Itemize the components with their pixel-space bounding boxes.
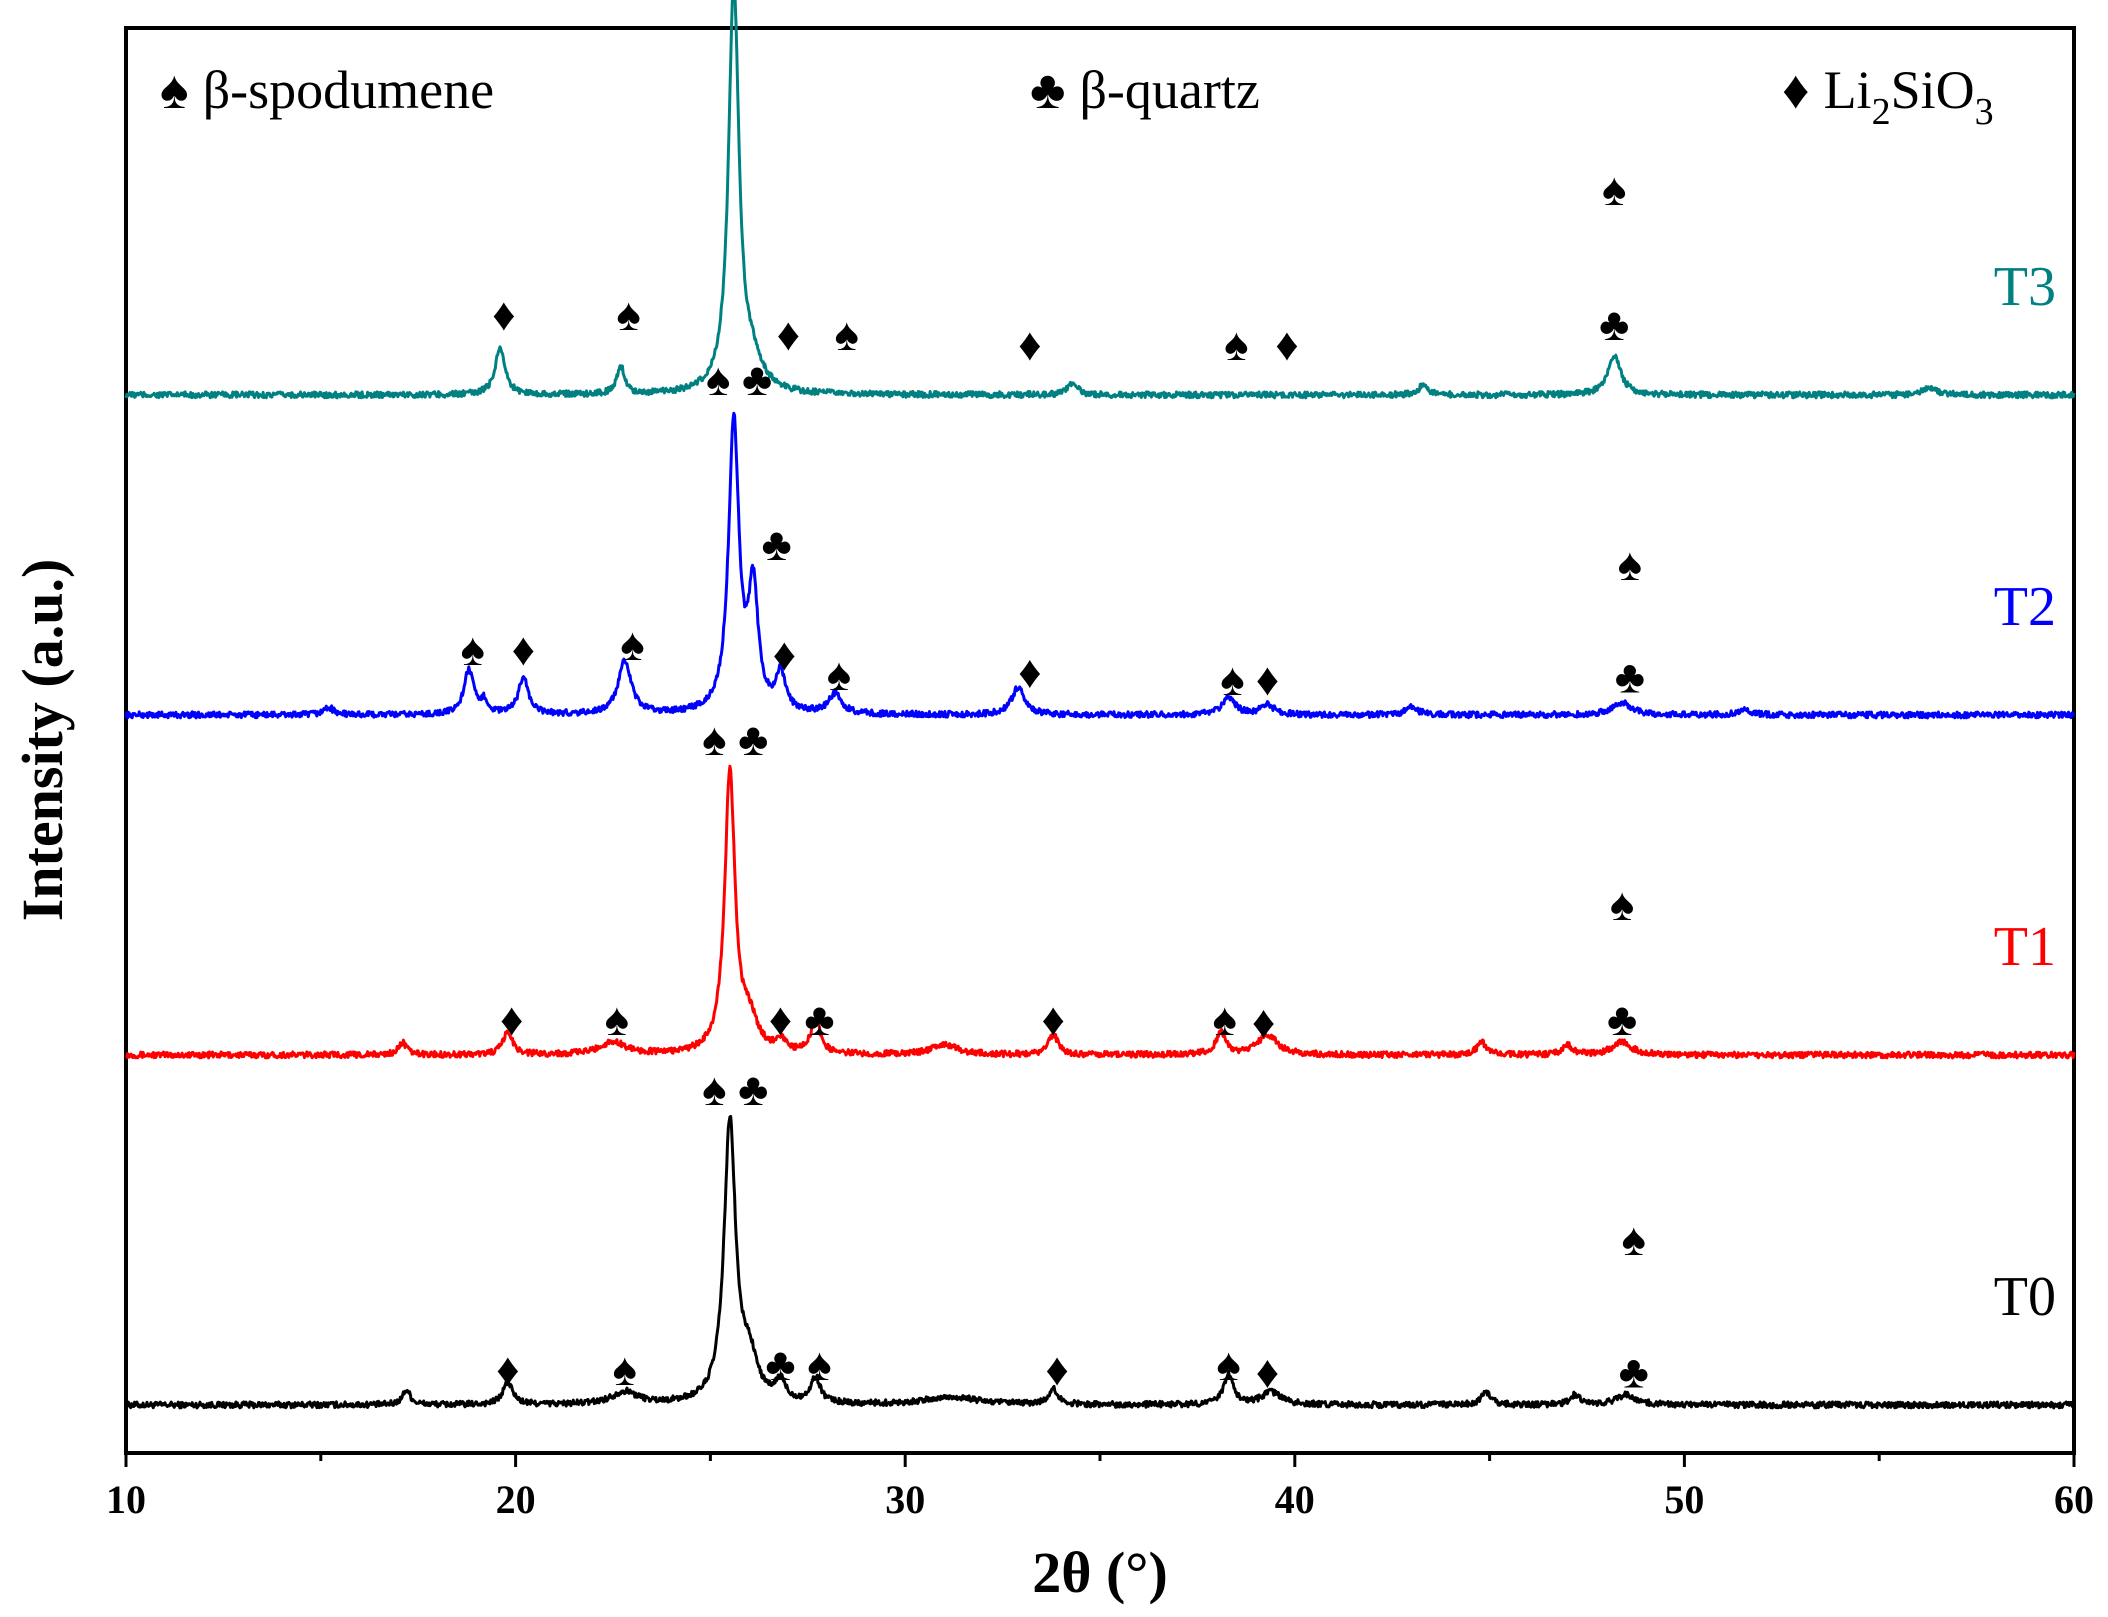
legend-quartz: ♣ β-quartz [1030,60,1260,120]
peak-marker: ♠ [605,994,629,1045]
x-ticks: 10 20 30 40 50 60 [106,1453,2094,1522]
peak-marker: ♠ [1224,319,1248,370]
peak-marker: ♣ [765,1339,795,1390]
series-line-t2 [124,411,2076,720]
peak-marker: ♦ [1252,997,1275,1048]
peak-marker: ♣ [738,714,768,765]
peak-marker: ♦ [512,624,535,675]
peak-marker: ♠ [1216,1339,1240,1390]
x-tick-label: 60 [2054,1477,2094,1522]
peak-marker: ♠ [835,309,859,360]
peak-marker: ♠ [1622,1214,1646,1265]
peak-marker: ♦ [496,1344,519,1395]
series-label-t2: T2 [1994,576,2056,638]
peak-marker: ♠ [1618,539,1642,590]
peak-marker: ♦ [777,309,800,360]
peak-marker: ♦ [500,994,523,1045]
series-label-t1: T1 [1994,916,2056,978]
peak-marker: ♦ [769,994,792,1045]
series-line-t0 [124,1115,2075,1410]
peak-marker: ♦ [1042,994,1065,1045]
peak-marker: ♦ [1275,319,1298,370]
peak-marker: ♠ [1220,654,1244,705]
x-axis-label: 2θ (°) [1032,1540,1168,1605]
peak-marker: ♣ [1619,1347,1649,1398]
peak-marker: ♠ [616,289,640,340]
peak-marker: ♦ [773,629,796,680]
peak-marker: ♠ [461,624,485,675]
peak-marker: ♠ [1602,164,1626,215]
peak-marker: ♦ [1018,319,1041,370]
peak-marker: ♦ [1045,1344,1068,1395]
peak-marker: ♣ [742,354,772,405]
peak-marker: ♠ [1212,994,1236,1045]
peak-marker: ♦ [492,289,515,340]
peak-marker: ♣ [1615,652,1645,703]
peak-marker: ♠ [807,1339,831,1390]
legend-spodumene: ♠ β-spodumene [160,60,494,120]
peak-marker: ♠ [702,714,726,765]
peak-marker: ♣ [738,1064,768,1115]
series-label-t0: T0 [1994,1266,2056,1328]
x-tick-label: 20 [496,1477,536,1522]
x-tick-label: 50 [1664,1477,1704,1522]
y-axis-label: Intensity (a.u.) [10,559,75,922]
x-tick-label: 40 [1275,1477,1315,1522]
peak-marker: ♣ [762,519,792,570]
series-line-t3 [124,0,2076,400]
x-tick-label: 30 [885,1477,925,1522]
series-line-t1 [125,764,2076,1060]
x-tick-label: 10 [106,1477,146,1522]
peak-marker: ♦ [1018,647,1041,698]
peak-marker: ♣ [804,994,834,1045]
peak-marker: ♠ [612,1344,636,1395]
legend: ♠ β-spodumene ♣ β-quartz ♦ Li2SiO3 [160,60,1994,133]
legend-li2sio3: ♦ Li2SiO3 [1782,60,1994,133]
series-layer: T0T1T2T3T4 [124,0,2076,1410]
peak-marker: ♣ [1607,994,1637,1045]
peak-marker: ♦ [1256,1347,1279,1398]
peak-markers: ♦♠♠♣♣♠♦♠♦♣♠♦♠♠♣♦♣♦♠♦♣♠♠♦♠♠♣♣♦♠♦♠♦♣♠♦♠♠♣♦… [461,164,1649,1398]
peak-marker: ♠ [706,354,730,405]
peak-marker: ♠ [620,619,644,670]
peak-marker: ♦ [1256,654,1279,705]
peak-marker: ♠ [702,1064,726,1115]
peak-marker: ♠ [1610,879,1634,930]
series-label-t3: T3 [1994,256,2056,318]
peak-marker: ♣ [1599,299,1629,350]
plot-frame [124,26,2076,1455]
peak-marker: ♠ [827,649,851,700]
